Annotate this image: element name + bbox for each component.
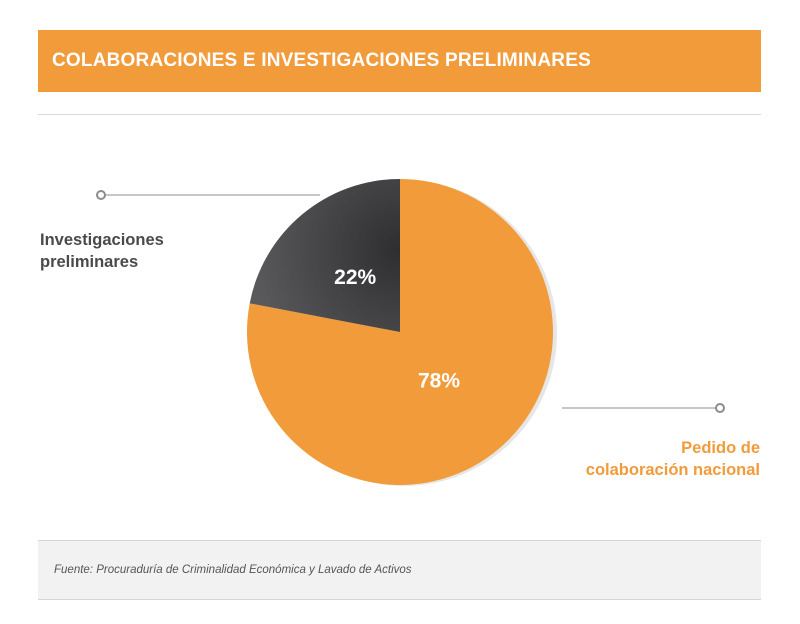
leader-dot-left <box>96 190 106 200</box>
top-divider <box>38 114 761 115</box>
chart-header: COLABORACIONES E INVESTIGACIONES PRELIMI… <box>38 30 761 92</box>
pie-slice-value-label: 22% <box>334 266 376 289</box>
leader-dot-right <box>715 403 725 413</box>
slice-label-line: preliminares <box>40 253 139 271</box>
chart-title: COLABORACIONES E INVESTIGACIONES PRELIMI… <box>52 50 591 71</box>
source-text: Fuente: Procuraduría de Criminalidad Eco… <box>54 564 412 576</box>
slice-label-line: colaboración nacional <box>585 461 760 479</box>
slice-label-investigaciones: Investigaciones preliminares <box>40 229 164 273</box>
source-box: Fuente: Procuraduría de Criminalidad Eco… <box>38 540 761 600</box>
pie-slice <box>249 179 400 332</box>
pie-slice-value-label: 78% <box>418 370 460 393</box>
slice-label-line: Investigaciones <box>40 231 164 249</box>
slice-label-pedido: Pedido de colaboración nacional <box>586 437 760 481</box>
slice-label-line: Pedido de <box>681 439 760 457</box>
